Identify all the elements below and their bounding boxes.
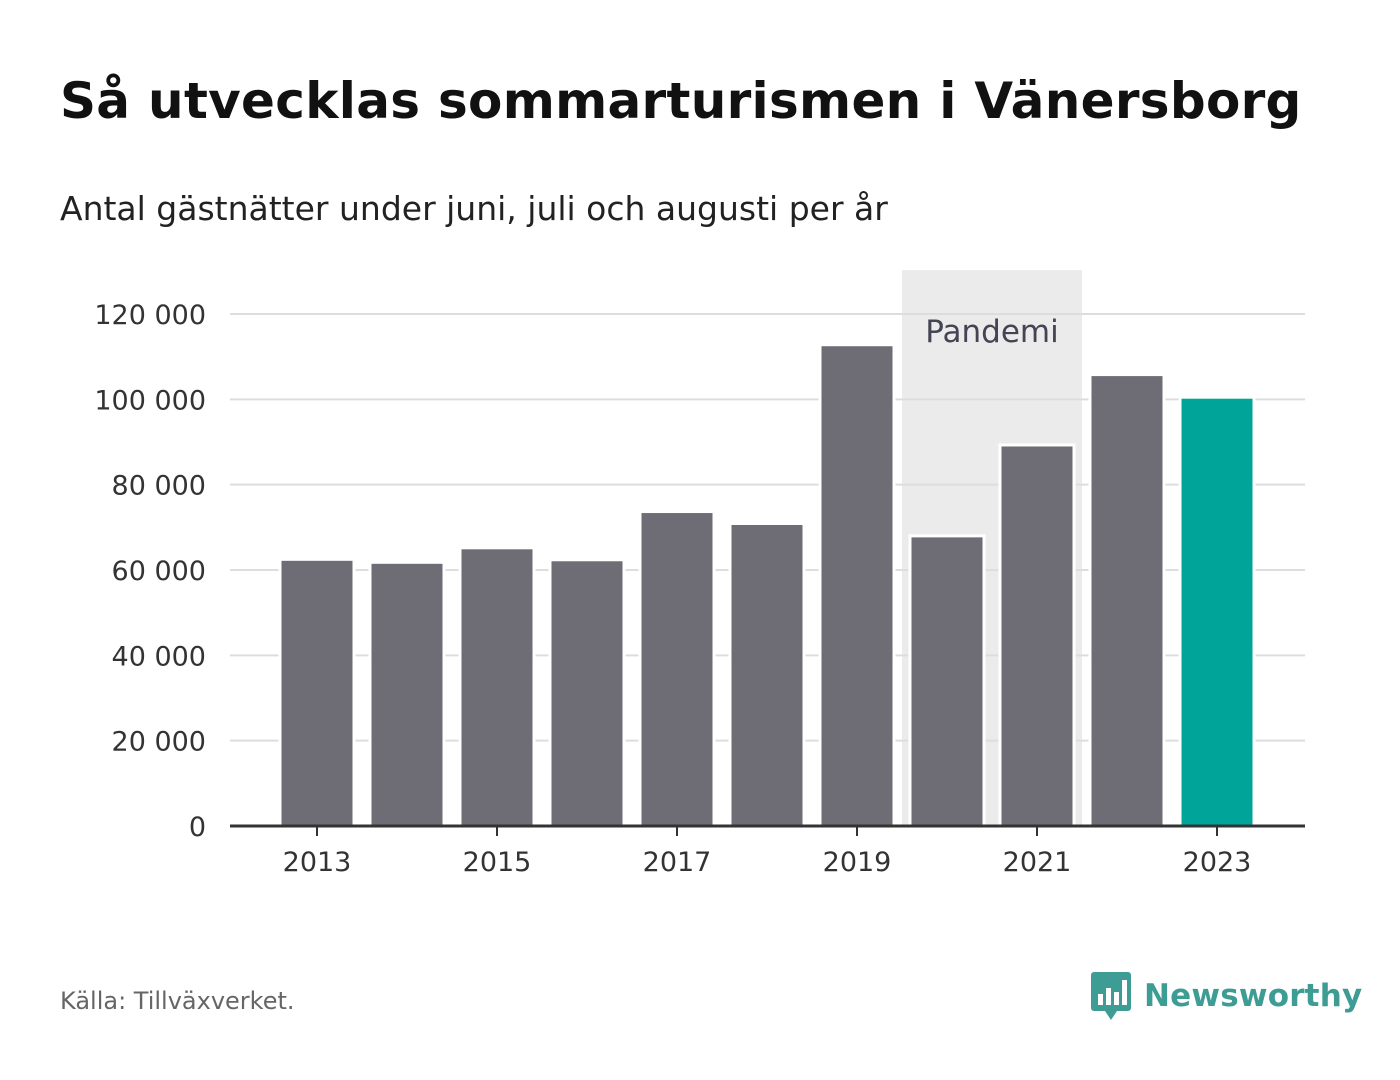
x-tick-label: 2013 bbox=[283, 847, 352, 878]
x-tick-label: 2017 bbox=[643, 847, 712, 878]
bar bbox=[548, 558, 626, 828]
bar bbox=[818, 343, 896, 828]
y-tick-label: 80 000 bbox=[112, 471, 206, 502]
y-tick-label: 0 bbox=[189, 812, 206, 843]
bar bbox=[458, 546, 536, 828]
bar bbox=[1178, 395, 1256, 828]
y-tick-label: 100 000 bbox=[94, 385, 206, 416]
brand-logo: Newsworthy bbox=[1090, 970, 1362, 1022]
bar-chart: Pandemi 0 20 000 40 000 60 000 80 000 100 000… bbox=[94, 270, 1305, 878]
y-tick-label: 40 000 bbox=[112, 641, 206, 672]
bar bbox=[638, 510, 716, 828]
source-note: Källa: Tillväxverket. bbox=[60, 987, 295, 1015]
pandemic-label: Pandemi bbox=[925, 314, 1059, 350]
newsworthy-logo-icon bbox=[1091, 972, 1131, 1020]
brand-name: Newsworthy bbox=[1144, 978, 1363, 1014]
chart-subtitle: Antal gästnätter under juni, juli och au… bbox=[60, 189, 888, 228]
bars bbox=[278, 343, 1256, 828]
x-tick-label: 2019 bbox=[823, 847, 892, 878]
x-tick-label: 2015 bbox=[463, 847, 532, 878]
bar bbox=[998, 443, 1076, 828]
x-tick-label: 2023 bbox=[1183, 847, 1252, 878]
bar bbox=[278, 557, 356, 828]
axes: 0 20 000 40 000 60 000 80 000 100 000 120 000 2… bbox=[94, 300, 1305, 878]
y-tick-label: 60 000 bbox=[112, 556, 206, 587]
x-tick-label: 2021 bbox=[1003, 847, 1072, 878]
bar bbox=[728, 521, 806, 828]
bar bbox=[1088, 373, 1166, 828]
bar bbox=[368, 560, 446, 828]
y-tick-label: 20 000 bbox=[112, 727, 206, 758]
bar bbox=[908, 534, 986, 828]
chart-title: Så utvecklas sommarturismen i Vänersborg bbox=[60, 72, 1302, 130]
y-tick-label: 120 000 bbox=[94, 300, 206, 331]
